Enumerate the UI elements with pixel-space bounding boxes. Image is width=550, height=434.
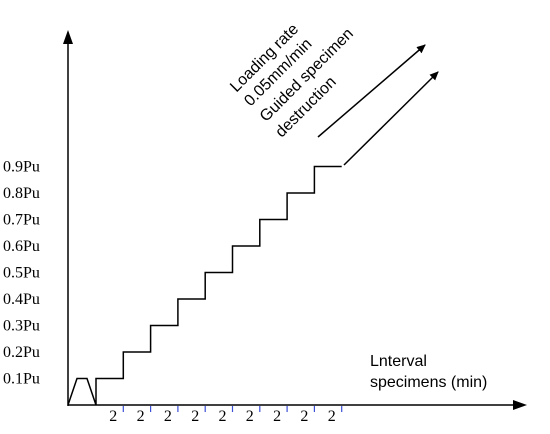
x-tick-label: 2 xyxy=(191,408,199,425)
x-tick-label: 2 xyxy=(219,408,227,425)
y-tick-labels: 0.1Pu 0.2Pu 0.3Pu 0.4Pu 0.5Pu 0.6Pu 0.7Pu 0.8Pu… xyxy=(3,159,40,388)
x-axis-arrow xyxy=(513,400,527,410)
x-label-line-1: Lnterval xyxy=(370,353,427,370)
x-tick-label: 2 xyxy=(137,408,145,425)
annotation: Loading rate 0.05mm/min Guided specimen … xyxy=(227,21,357,141)
y-tick-label: 0.5Pu xyxy=(3,265,40,282)
y-tick-label: 0.8Pu xyxy=(3,185,40,202)
y-tick-label: 0.9Pu xyxy=(3,159,40,176)
x-tick-labels: 2 2 2 2 2 2 2 2 2 xyxy=(109,408,335,425)
y-axis-arrow xyxy=(63,30,73,44)
x-tick-label: 2 xyxy=(246,408,254,425)
x-tick-marks xyxy=(122,406,343,412)
extension-arrow-upper xyxy=(317,44,426,138)
y-tick-label: 0.4Pu xyxy=(3,291,40,308)
x-tick-label: 2 xyxy=(328,408,336,425)
y-tick-label: 0.1Pu xyxy=(3,371,40,388)
extension-arrow-lower xyxy=(343,71,439,166)
y-tick-label: 0.6Pu xyxy=(3,238,40,255)
x-tick-label: 2 xyxy=(109,408,117,425)
y-tick-label: 0.2Pu xyxy=(3,344,40,361)
x-label-line-2: specimens (min) xyxy=(370,374,487,391)
y-tick-label: 0.3Pu xyxy=(3,318,40,335)
x-tick-label: 2 xyxy=(300,408,308,425)
x-tick-label: 2 xyxy=(164,408,172,425)
x-tick-label: 2 xyxy=(273,408,281,425)
y-tick-label: 0.7Pu xyxy=(3,212,40,229)
loading-step-line xyxy=(67,165,342,406)
